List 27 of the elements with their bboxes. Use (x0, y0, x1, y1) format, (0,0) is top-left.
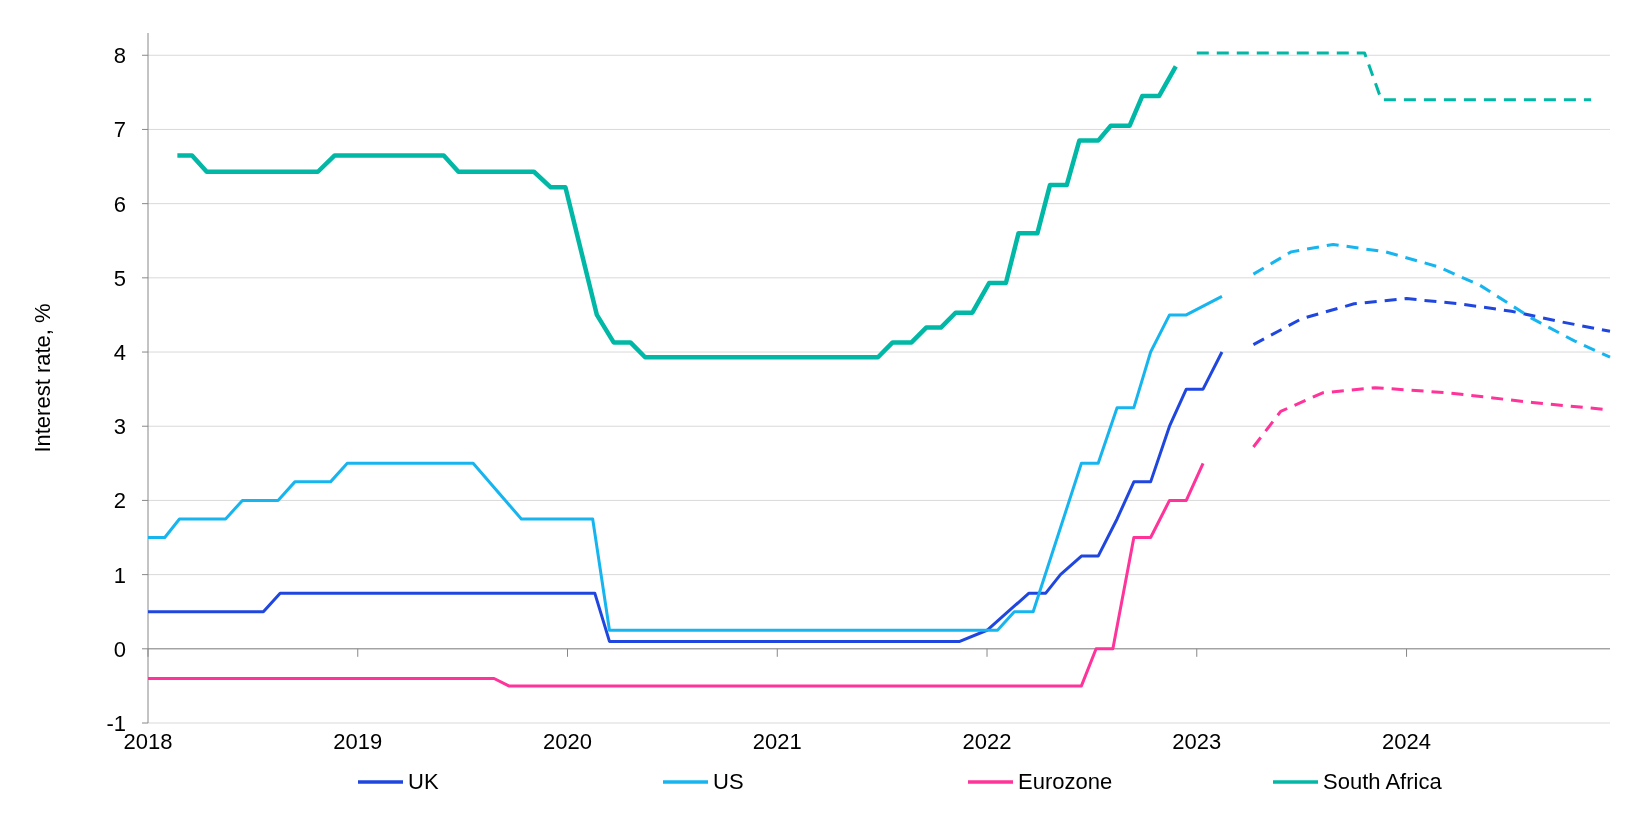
line-series (1251, 242, 1612, 359)
y-tick-label: 3 (113, 414, 126, 440)
line-series (1251, 297, 1612, 347)
x-tick-label: 2019 (333, 729, 383, 754)
line-series (175, 64, 1179, 360)
y-tick-label: 2 (113, 488, 126, 514)
x-tick-label: 2021 (752, 729, 802, 754)
y-tick-label: 5 (113, 265, 126, 291)
legend-label: Eurozone (1018, 769, 1113, 794)
y-tick-label: 1 (113, 562, 126, 588)
x-tick-label: 2020 (543, 729, 592, 754)
legend-label: US (713, 769, 744, 794)
line-series (146, 294, 1224, 632)
y-tick-label: 8 (113, 43, 126, 69)
x-tick-label: 2023 (1172, 729, 1222, 754)
y-tick-label: 4 (113, 340, 126, 366)
y-tick-label: 6 (113, 191, 126, 217)
y-tick-label: 0 (113, 636, 126, 662)
y-axis-title: Interest rate, % (30, 303, 55, 453)
legend-label: South Africa (1323, 769, 1443, 794)
line-series (146, 461, 1205, 688)
y-tick-label: 7 (113, 117, 126, 143)
x-tick-label: 2022 (962, 729, 1012, 754)
y-tick-label: -1 (106, 711, 126, 736)
line-series (146, 350, 1224, 643)
legend-label: UK (408, 769, 439, 794)
x-tick-label: 2024 (1382, 729, 1432, 754)
